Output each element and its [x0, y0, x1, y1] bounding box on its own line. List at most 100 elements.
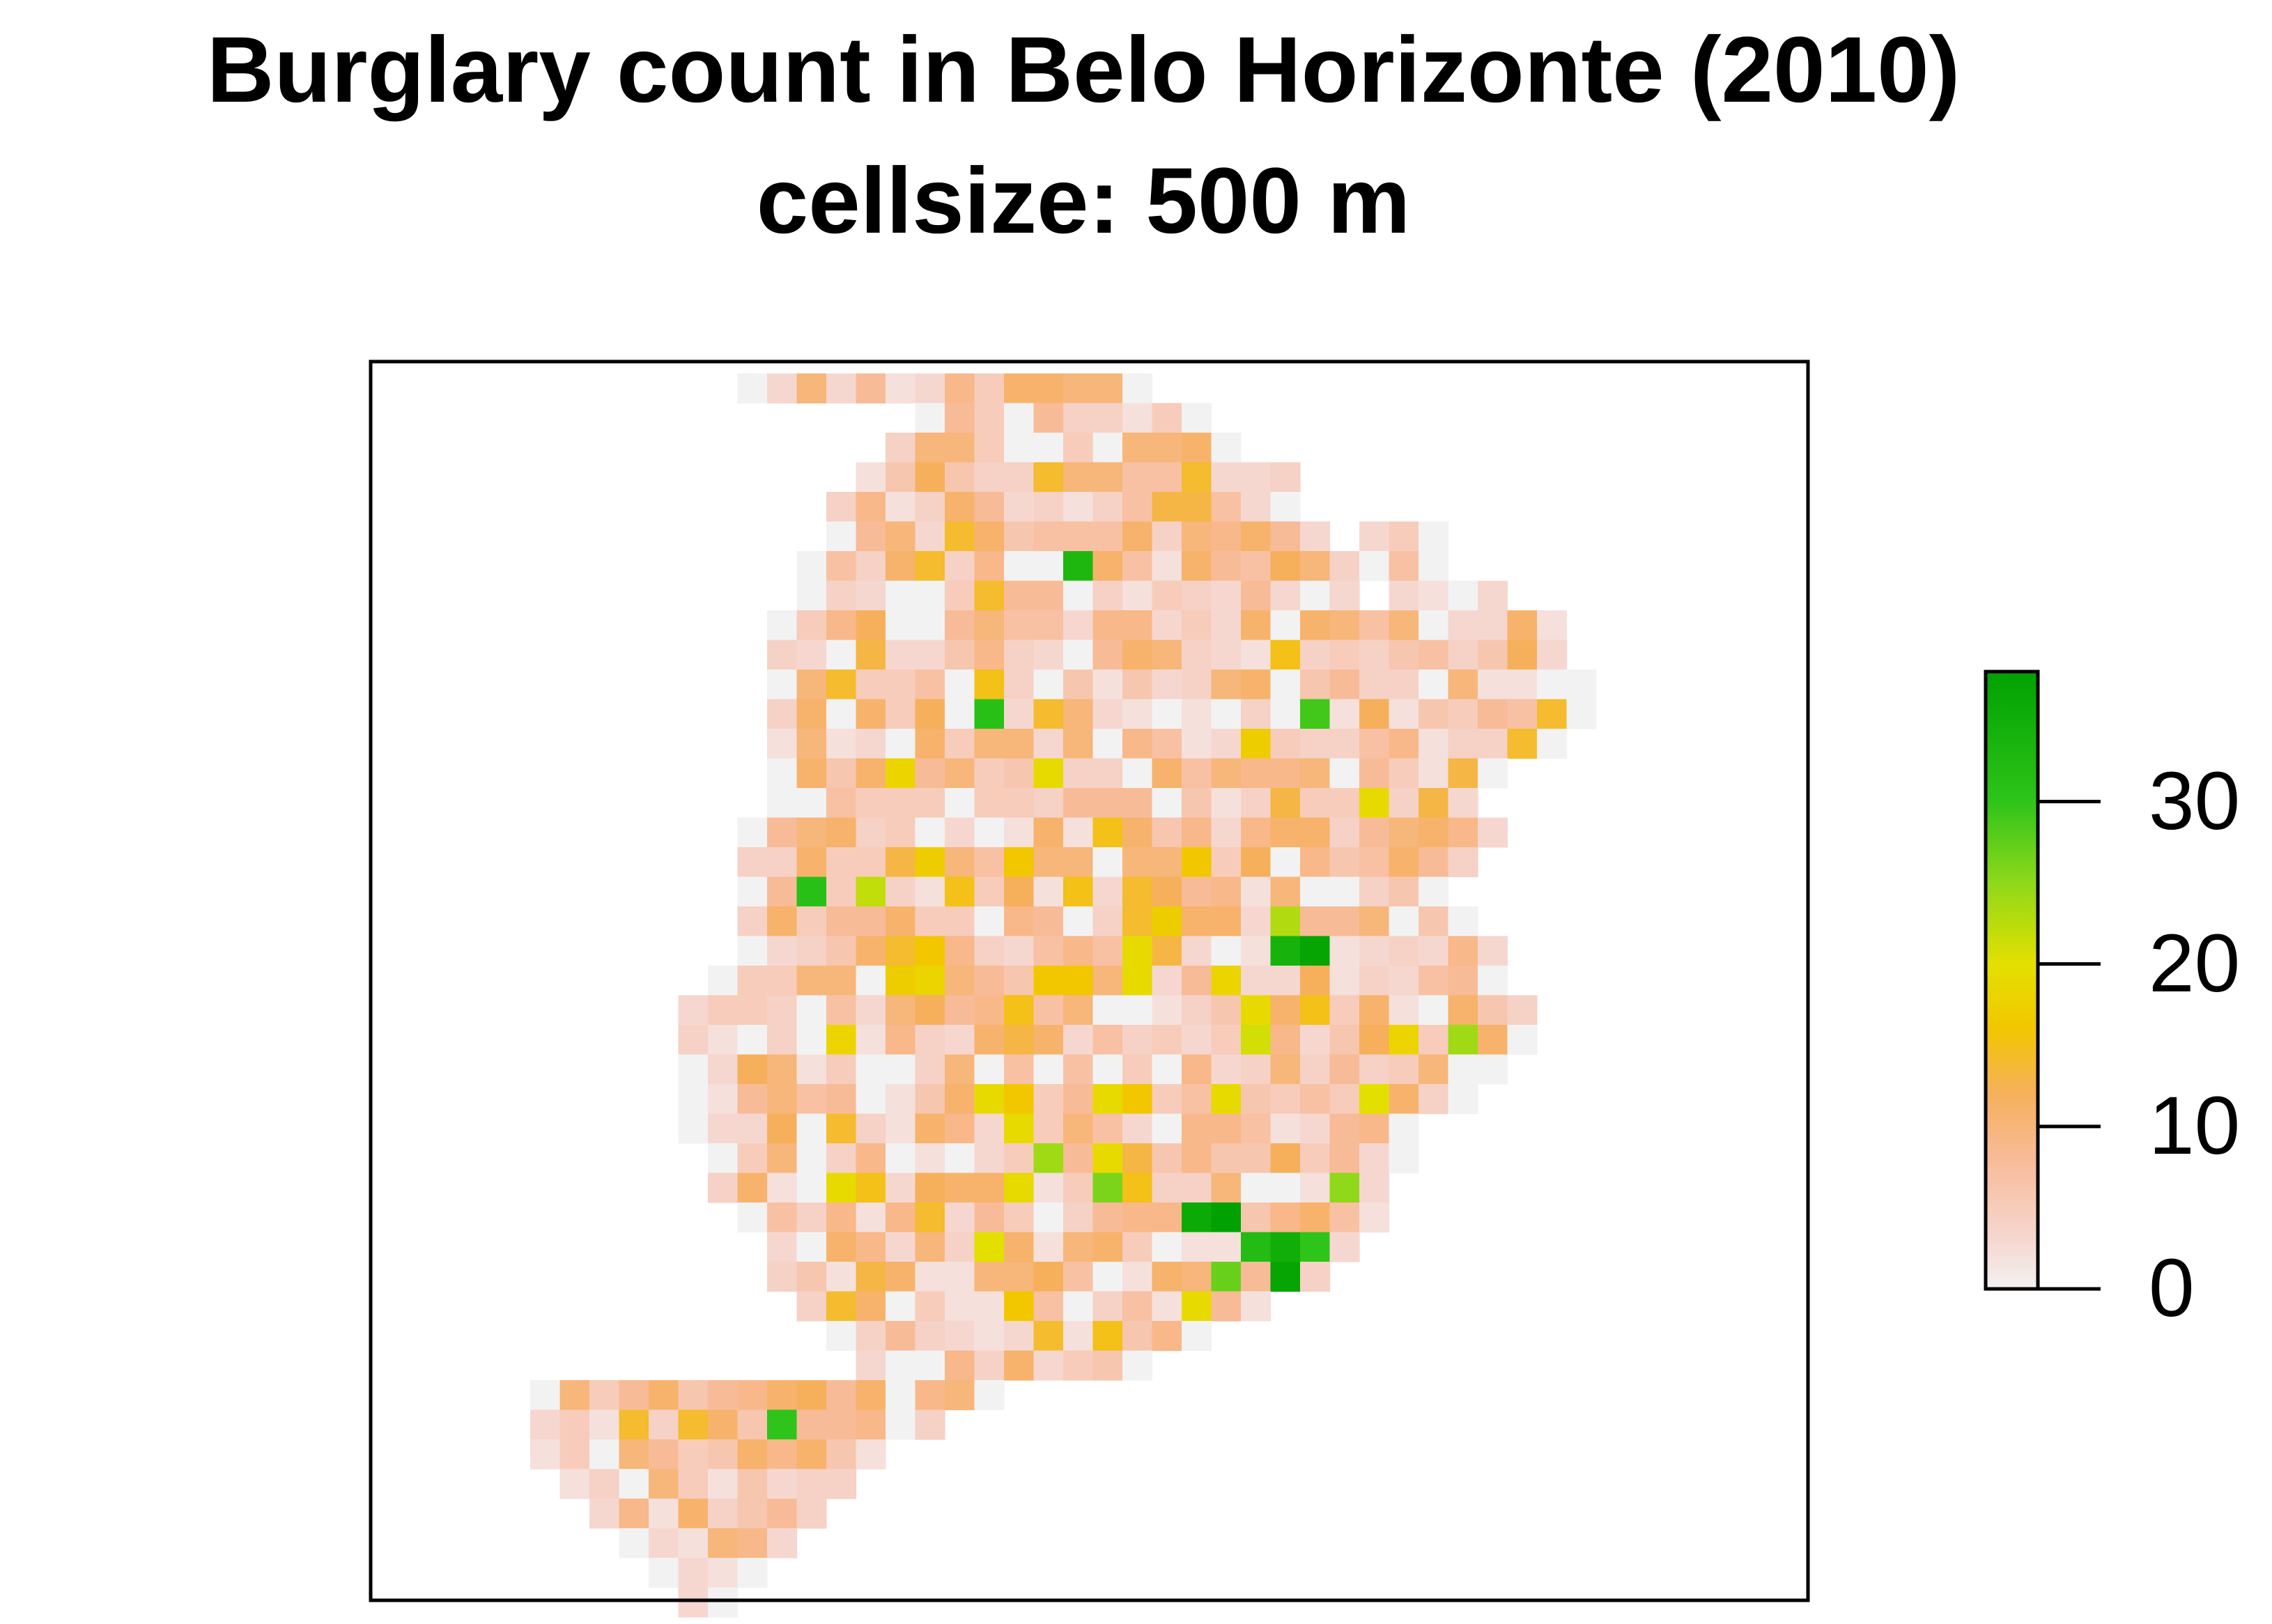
- heatmap-cell: [1478, 817, 1508, 848]
- heatmap-cell: [1152, 847, 1182, 878]
- heatmap-cell: [619, 1528, 649, 1559]
- legend-tick-label: 20: [2149, 917, 2241, 1010]
- heatmap-cell: [1389, 906, 1419, 937]
- heatmap-cell: [856, 906, 886, 937]
- heatmap-cell: [1389, 521, 1419, 552]
- heatmap-cell: [1241, 640, 1272, 670]
- heatmap-cell: [826, 1291, 857, 1322]
- heatmap-cell: [1270, 847, 1301, 878]
- heatmap-cell: [1329, 640, 1360, 670]
- color-legend: [1984, 670, 2101, 1291]
- heatmap-cell: [1063, 729, 1094, 759]
- heatmap-cell: [678, 1469, 709, 1499]
- heatmap-cell: [1122, 1232, 1153, 1262]
- heatmap-cell: [826, 817, 857, 848]
- heatmap-cell: [767, 847, 798, 878]
- heatmap-cell: [1270, 1262, 1301, 1292]
- heatmap-cell: [1211, 492, 1242, 523]
- heatmap-cell: [1063, 788, 1094, 819]
- heatmap-cell: [796, 580, 827, 611]
- heatmap-cell: [1004, 966, 1035, 996]
- heatmap-cell: [1211, 1262, 1242, 1292]
- heatmap-cell: [826, 1380, 857, 1411]
- heatmap-cell: [1270, 788, 1301, 819]
- heatmap-cell: [915, 1202, 945, 1233]
- heatmap-cell: [767, 1173, 798, 1203]
- heatmap-cell: [1063, 1143, 1094, 1174]
- heatmap-cell: [796, 610, 827, 641]
- heatmap-cell: [1329, 1054, 1360, 1085]
- heatmap-cell: [1182, 1025, 1212, 1055]
- heatmap-cell: [1063, 699, 1094, 729]
- heatmap-cell: [1389, 936, 1419, 966]
- heatmap-cell: [589, 1380, 620, 1411]
- heatmap-cell: [619, 1439, 649, 1470]
- heatmap-cell: [767, 788, 798, 819]
- heatmap-cell: [1211, 1084, 1242, 1115]
- heatmap-cell: [796, 373, 827, 404]
- legend-tick-label: 30: [2149, 755, 2241, 847]
- heatmap-cell: [1300, 995, 1331, 1026]
- heatmap-cell: [796, 995, 827, 1026]
- heatmap-cell: [974, 847, 1005, 878]
- heatmap-cell: [1419, 729, 1449, 759]
- heatmap-cell: [1359, 1025, 1390, 1055]
- heatmap-cell: [1063, 1113, 1094, 1144]
- heatmap-cell: [1004, 817, 1035, 848]
- heatmap-cell: [1359, 758, 1390, 789]
- heatmap-cell: [708, 995, 739, 1026]
- heatmap-cell: [1033, 1321, 1064, 1352]
- heatmap-cell: [974, 936, 1005, 966]
- heatmap-cell: [1092, 403, 1123, 433]
- heatmap-cell: [1359, 521, 1390, 552]
- heatmap-cell: [796, 640, 827, 670]
- heatmap-cell: [915, 788, 945, 819]
- heatmap-cell: [1537, 610, 1568, 641]
- heatmap-cell: [1033, 640, 1064, 670]
- heatmap-cell: [856, 521, 886, 552]
- heatmap-cell: [1300, 1084, 1331, 1115]
- heatmap-cell: [1004, 729, 1035, 759]
- heatmap-cell: [1092, 1025, 1123, 1055]
- heatmap-cell: [1329, 817, 1360, 848]
- heatmap-cell: [886, 699, 916, 729]
- heatmap-cell: [974, 433, 1005, 463]
- heatmap-cell: [1092, 551, 1123, 582]
- heatmap-cell: [945, 729, 975, 759]
- heatmap-cell: [1389, 1025, 1419, 1055]
- heatmap-cell: [1004, 1054, 1035, 1085]
- heatmap-cell: [708, 1054, 739, 1085]
- heatmap-cell: [737, 1439, 768, 1470]
- heatmap-cell: [796, 1025, 827, 1055]
- heatmap-cell: [826, 551, 857, 582]
- heatmap-cell: [678, 1054, 709, 1085]
- heatmap-cell: [737, 1528, 768, 1559]
- legend-tick-label: 10: [2149, 1079, 2241, 1172]
- heatmap-cell: [737, 373, 768, 404]
- chart-subtitle: cellsize: 500 m: [756, 149, 1411, 253]
- heatmap-cell: [886, 580, 916, 611]
- heatmap-cell: [1507, 729, 1538, 759]
- heatmap-cell: [737, 1202, 768, 1233]
- heatmap-cell: [826, 1173, 857, 1203]
- heatmap-cell: [649, 1380, 679, 1411]
- heatmap-cell: [826, 1469, 857, 1499]
- heatmap-cell: [1507, 995, 1538, 1026]
- heatmap-cell: [1448, 906, 1478, 937]
- heatmap-cell: [945, 788, 975, 819]
- heatmap-cell: [1478, 1025, 1508, 1055]
- heatmap-cell: [1359, 1084, 1390, 1115]
- heatmap-cell: [1182, 847, 1212, 878]
- heatmap-cell: [767, 1054, 798, 1085]
- heatmap-cell: [1329, 906, 1360, 937]
- heatmap-cell: [915, 995, 945, 1026]
- heatmap-cell: [1122, 1143, 1153, 1174]
- heatmap-cell: [1033, 876, 1064, 907]
- heatmap-cell: [1182, 551, 1212, 582]
- heatmap-cell: [1152, 1321, 1182, 1352]
- heatmap-cell: [767, 1469, 798, 1499]
- heatmap-cell: [1033, 462, 1064, 493]
- heatmap-cell: [796, 1409, 827, 1440]
- heatmap-cell: [1152, 403, 1182, 433]
- heatmap-cell: [1329, 551, 1360, 582]
